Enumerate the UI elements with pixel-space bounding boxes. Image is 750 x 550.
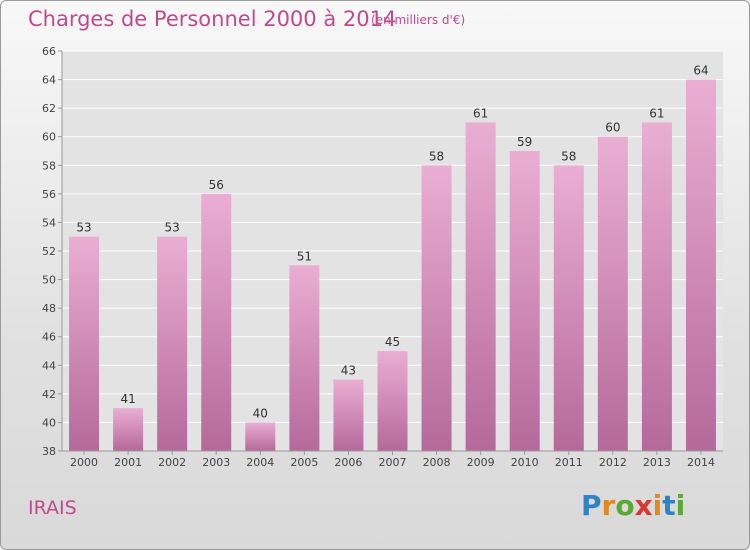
bar bbox=[289, 265, 320, 451]
data-labels: 53 41 53 56 40 51 43 45 58 61 59 58 60 61 64 bbox=[76, 64, 708, 421]
x-tick-label: 2008 bbox=[423, 456, 451, 469]
y-tick-label: 38 bbox=[42, 445, 56, 458]
x-tick-label: 2011 bbox=[555, 456, 583, 469]
y-tick-label: 42 bbox=[42, 388, 56, 401]
logo-letter: r bbox=[601, 489, 616, 522]
x-tick-label: 2004 bbox=[246, 456, 274, 469]
logo-letter: i bbox=[652, 489, 663, 522]
commune-name: IRAIS bbox=[28, 497, 77, 519]
data-label: 60 bbox=[605, 121, 620, 135]
x-tick-label: 2012 bbox=[599, 456, 627, 469]
data-label: 53 bbox=[165, 221, 180, 235]
y-tick-label: 50 bbox=[42, 274, 56, 287]
x-tick-label: 2014 bbox=[687, 456, 715, 469]
y-tick-label: 56 bbox=[42, 188, 56, 201]
logo-letter: o bbox=[615, 489, 635, 522]
x-tick-label: 2013 bbox=[643, 456, 671, 469]
bar bbox=[553, 165, 584, 452]
logo-letter: i bbox=[675, 489, 686, 522]
x-tick-label: 2005 bbox=[290, 456, 318, 469]
chart-title: Charges de Personnel 2000 à 2014 bbox=[28, 7, 397, 31]
bar bbox=[509, 151, 540, 451]
bar bbox=[333, 379, 364, 451]
data-label: 58 bbox=[429, 149, 444, 163]
data-label: 41 bbox=[120, 392, 135, 406]
data-label: 53 bbox=[76, 221, 91, 235]
data-label: 61 bbox=[473, 106, 488, 120]
x-tick-label: 2007 bbox=[379, 456, 407, 469]
y-tick-label: 66 bbox=[42, 45, 56, 58]
x-tick-label: 2002 bbox=[158, 456, 186, 469]
bar bbox=[69, 236, 100, 451]
x-tick-label: 2001 bbox=[114, 456, 142, 469]
data-label: 56 bbox=[209, 178, 224, 192]
bar bbox=[597, 136, 628, 451]
data-label: 64 bbox=[693, 64, 708, 78]
x-tick-label: 2006 bbox=[334, 456, 362, 469]
data-label: 43 bbox=[341, 364, 356, 378]
y-tick-label: 52 bbox=[42, 245, 56, 258]
unit-note: (en milliers d'€) bbox=[371, 13, 466, 27]
y-tick-label: 46 bbox=[42, 331, 56, 344]
x-tick-label: 2010 bbox=[511, 456, 539, 469]
x-tick-label: 2003 bbox=[202, 456, 230, 469]
y-tick-label: 54 bbox=[42, 216, 56, 229]
y-axis-ticks: 38 40 42 44 46 48 50 52 54 56 58 60 62 64 66 bbox=[42, 45, 62, 458]
data-label: 58 bbox=[561, 149, 576, 163]
bar bbox=[157, 236, 188, 451]
data-label: 51 bbox=[297, 249, 312, 263]
bar bbox=[685, 79, 716, 452]
y-tick-label: 40 bbox=[42, 416, 56, 429]
bar bbox=[113, 408, 144, 451]
bar bbox=[465, 122, 496, 451]
y-tick-label: 64 bbox=[42, 74, 56, 87]
x-tick-label: 2000 bbox=[70, 456, 98, 469]
proxiti-logo: Proxiti bbox=[581, 489, 685, 522]
data-label: 45 bbox=[385, 335, 400, 349]
data-label: 61 bbox=[649, 106, 664, 120]
bar bbox=[245, 422, 276, 451]
data-label: 59 bbox=[517, 135, 532, 149]
data-label: 40 bbox=[253, 406, 268, 420]
bar bbox=[641, 122, 672, 451]
y-tick-label: 48 bbox=[42, 302, 56, 315]
bar bbox=[421, 165, 452, 452]
y-tick-label: 62 bbox=[42, 102, 56, 115]
logo-letter: t bbox=[662, 489, 676, 522]
y-tick-label: 44 bbox=[42, 359, 56, 372]
x-axis-ticks: 2000 2001 2002 2003 2004 2005 2006 2007 2008 2009… bbox=[70, 451, 715, 469]
logo-letter: P bbox=[581, 489, 602, 522]
y-tick-label: 58 bbox=[42, 159, 56, 172]
bars bbox=[69, 79, 716, 452]
y-tick-label: 60 bbox=[42, 131, 56, 144]
logo-letter: x bbox=[634, 489, 653, 522]
x-tick-label: 2009 bbox=[467, 456, 495, 469]
bar bbox=[201, 193, 232, 451]
bar bbox=[377, 351, 408, 451]
